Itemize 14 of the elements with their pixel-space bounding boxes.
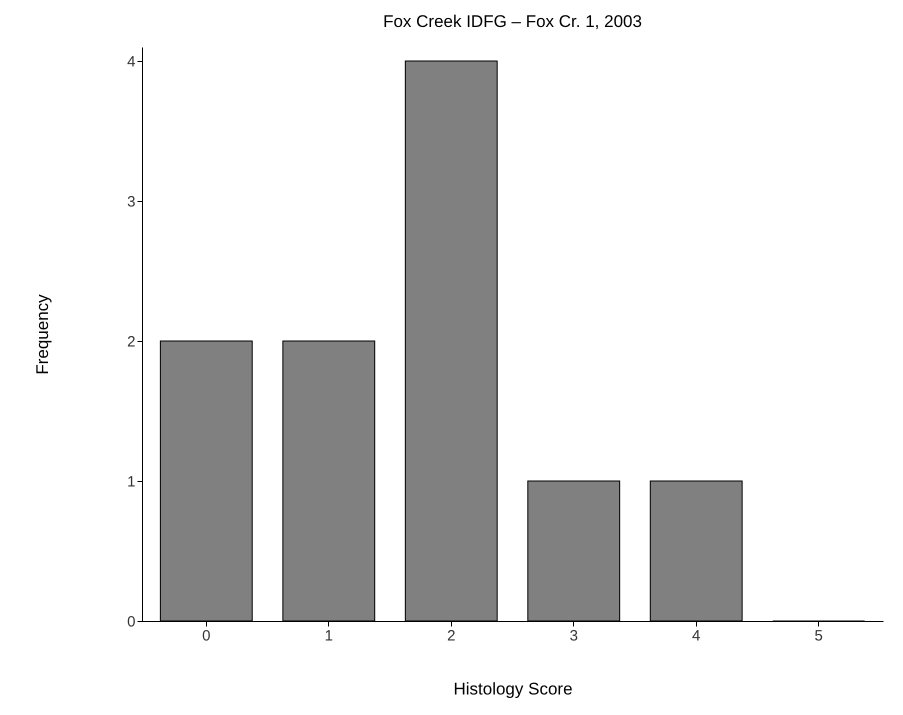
x-axis-title: Histology Score	[453, 680, 573, 698]
y-tick-label: 3	[127, 194, 136, 210]
y-tick-label: 0	[127, 614, 136, 630]
x-tick-label: 2	[447, 628, 456, 644]
x-tick-label: 5	[814, 628, 823, 644]
x-tick-label: 1	[324, 628, 333, 644]
x-tick-label: 0	[202, 628, 210, 644]
y-tick-label: 2	[127, 334, 136, 350]
y-tick-label: 4	[127, 54, 136, 70]
y-tick-label: 1	[127, 474, 136, 490]
x-tick-label: 4	[692, 628, 700, 644]
x-tick-label: 3	[570, 628, 578, 644]
chart-title: Fox Creek IDFG – Fox Cr. 1, 2003	[383, 12, 642, 31]
y-axis-title: Frequency	[33, 294, 52, 375]
